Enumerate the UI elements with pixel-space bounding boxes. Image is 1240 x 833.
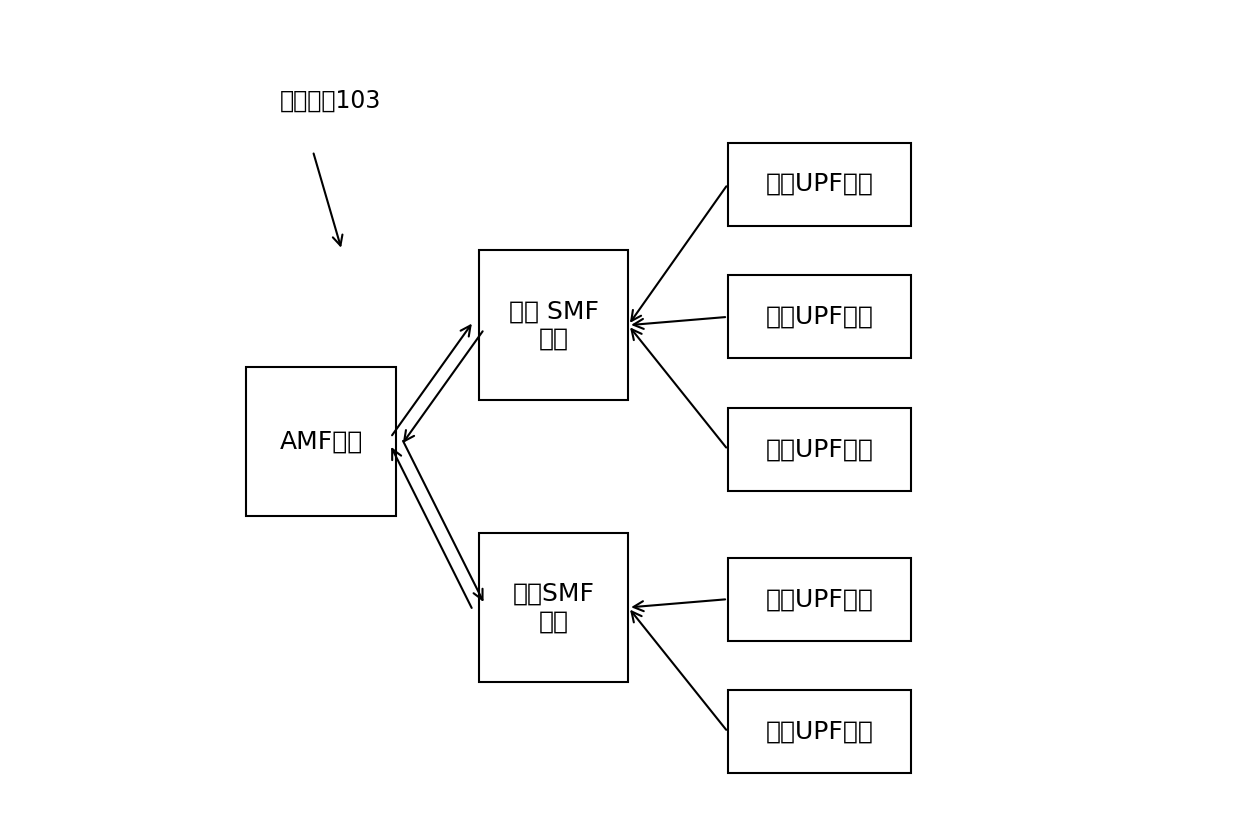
FancyBboxPatch shape [728,142,910,226]
FancyBboxPatch shape [728,408,910,491]
Text: AMF网元: AMF网元 [279,429,363,453]
FancyBboxPatch shape [247,367,396,516]
FancyBboxPatch shape [728,557,910,641]
FancyBboxPatch shape [479,533,629,682]
FancyBboxPatch shape [479,251,629,400]
FancyBboxPatch shape [728,276,910,358]
Text: 核心网侧103: 核心网侧103 [279,89,381,113]
FancyBboxPatch shape [728,691,910,774]
Text: 第三UPF网元: 第三UPF网元 [765,437,873,461]
Text: 第二UPF网元: 第二UPF网元 [765,305,873,329]
Text: 第一UPF网元: 第一UPF网元 [765,172,873,196]
Text: 第五UPF网元: 第五UPF网元 [765,720,873,744]
Text: 第一 SMF
网元: 第一 SMF 网元 [508,299,599,351]
Text: 第二SMF
网元: 第二SMF 网元 [512,581,595,633]
Text: 第四UPF网元: 第四UPF网元 [765,587,873,611]
